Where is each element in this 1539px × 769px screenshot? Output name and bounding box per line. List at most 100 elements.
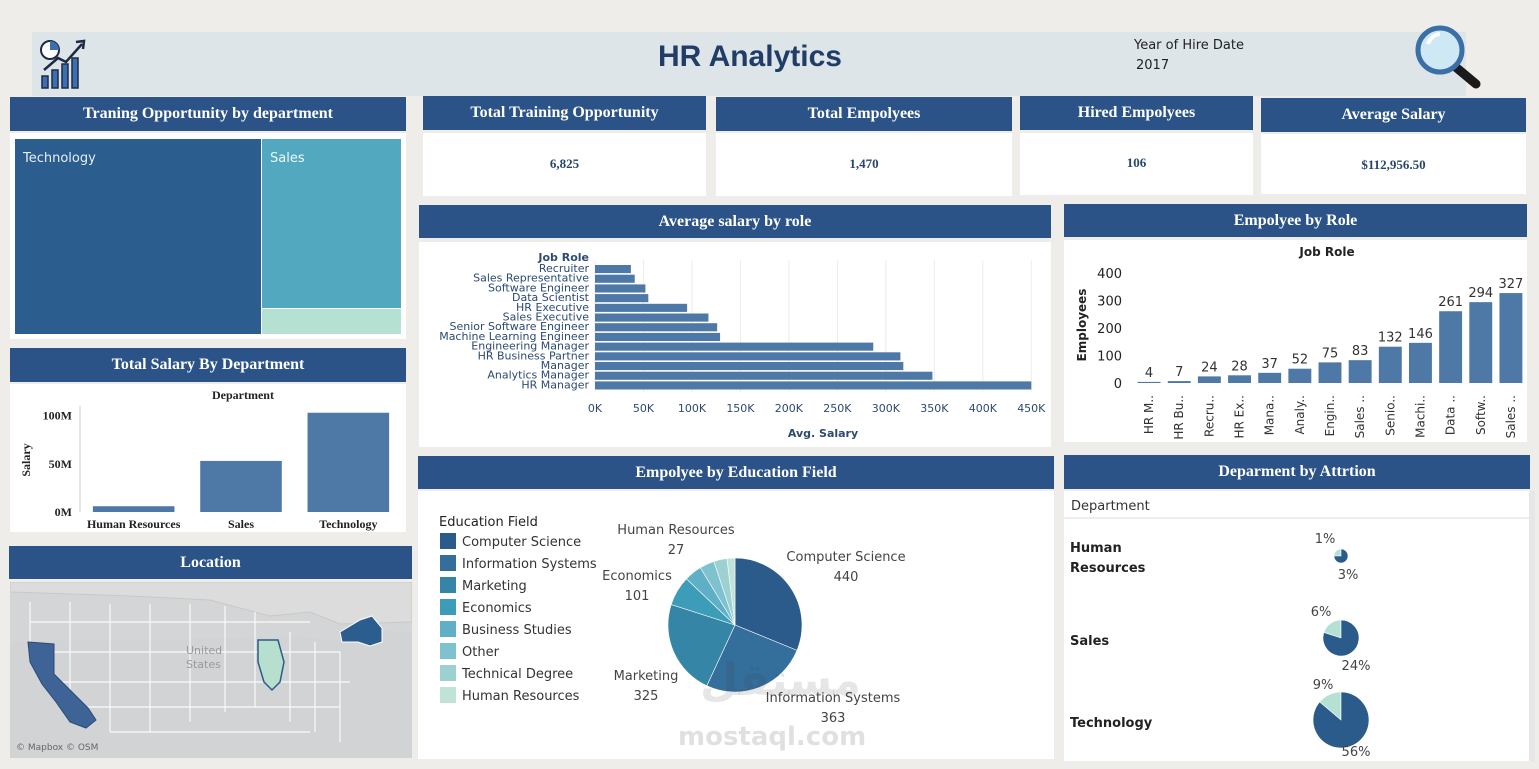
location-map[interactable]: United States © Mapbox © OSM bbox=[10, 582, 412, 758]
attrition-chart: Department Human Resources 1% 3% Sales 6% 24% Te… bbox=[1064, 499, 1530, 760]
bar-software-engineer bbox=[595, 284, 646, 293]
bar-12 bbox=[1499, 293, 1523, 383]
legend-entry: Computer Science bbox=[462, 535, 581, 550]
treemap-tile-human-resources[interactable] bbox=[262, 309, 401, 334]
bar-10 bbox=[1439, 311, 1463, 383]
x-tick-label: Softw.. bbox=[1474, 395, 1488, 435]
x-tick-label: Human Resources bbox=[87, 517, 181, 531]
search-magnifier-icon[interactable] bbox=[1410, 22, 1486, 92]
pie-label-name: Economics bbox=[602, 569, 672, 584]
y-tick-label: Analytics Manager bbox=[487, 369, 589, 382]
bar-6 bbox=[1318, 362, 1342, 383]
x-tick-label: Engin.. bbox=[1323, 395, 1337, 436]
x-tick-label: 450K bbox=[1017, 402, 1046, 415]
kpi-value-training: 6,825 bbox=[549, 156, 580, 171]
attrition-pie-0-slice-0 bbox=[1333, 548, 1342, 557]
bar-4 bbox=[1258, 372, 1282, 383]
map-label-united: United bbox=[186, 644, 222, 657]
bar-11 bbox=[1469, 302, 1493, 383]
legend-entry: Marketing bbox=[462, 579, 527, 594]
bar-2 bbox=[1197, 376, 1221, 383]
legend-entry: Technical Degree bbox=[461, 667, 573, 682]
legend-swatch bbox=[440, 643, 456, 659]
bar-recruiter bbox=[595, 265, 631, 274]
x-tick-label: Mana.. bbox=[1263, 395, 1277, 435]
y-axis-title: Employees bbox=[1075, 289, 1089, 362]
legend-swatch bbox=[440, 599, 456, 615]
attrition-pie-0-slice-1 bbox=[1333, 548, 1349, 564]
pie-label-name: Human Resources bbox=[617, 523, 735, 538]
bar-human-resources bbox=[92, 506, 175, 512]
bar-5 bbox=[1288, 368, 1312, 383]
x-tick-label: 150K bbox=[726, 402, 755, 415]
treemap-tile-technology[interactable]: Technology bbox=[15, 139, 261, 334]
emp-role-chart: Job Role Employees 0 100 200 300 400 4 HR M.. 7 HR… bbox=[1075, 245, 1524, 440]
pie-pct-label: 6% bbox=[1311, 605, 1332, 620]
kpi-title-training: Total Training Opportunity bbox=[423, 96, 706, 130]
attrition-pie-1-slice-1 bbox=[1322, 619, 1360, 657]
bar-manager bbox=[595, 362, 904, 371]
right-edge-strip bbox=[1529, 491, 1535, 761]
bar-7 bbox=[1348, 360, 1372, 383]
kpi-title-salary: Average Salary bbox=[1261, 98, 1526, 132]
legend-swatch bbox=[440, 555, 456, 571]
y-tick-label: HR Executive bbox=[516, 301, 589, 314]
attrition-title: Deparment by Attrtion bbox=[1064, 455, 1530, 489]
bar-hr-manager bbox=[595, 381, 1032, 390]
pie-pct-label: 56% bbox=[1342, 745, 1371, 760]
y-tick-label: 100 bbox=[1097, 350, 1122, 365]
emp-role-title: Empolyee by Role bbox=[1064, 204, 1527, 237]
location-title: Location bbox=[9, 546, 412, 579]
department-label: Technology bbox=[1070, 716, 1153, 731]
x-tick-label: Sales .. bbox=[1353, 395, 1367, 438]
legend-swatch bbox=[440, 577, 456, 593]
treemap-tile-sales[interactable]: Sales bbox=[262, 139, 401, 308]
bar-9 bbox=[1409, 342, 1432, 383]
y-tick-label: 0M bbox=[55, 505, 72, 519]
map-region-california bbox=[27, 641, 97, 729]
x-axis-title: Avg. Salary bbox=[788, 427, 858, 440]
data-label: 4 bbox=[1145, 366, 1153, 381]
x-tick-label: 350K bbox=[920, 402, 949, 415]
y-tick-label: Software Engineer bbox=[488, 281, 589, 294]
edu-pie-slice-1 bbox=[706, 624, 798, 693]
data-label: 37 bbox=[1261, 357, 1278, 372]
y-tick-label: Manager bbox=[541, 359, 590, 372]
y-tick-label: HR Business Partner bbox=[478, 349, 590, 362]
bar-hr-business-partner bbox=[595, 352, 901, 361]
legend-title: Education Field bbox=[439, 515, 538, 530]
bar-hr-executive bbox=[595, 303, 688, 312]
x-tick-label: HR Bu.. bbox=[1172, 395, 1186, 440]
bar-3 bbox=[1228, 375, 1251, 383]
header-banner bbox=[32, 32, 1466, 96]
bar-sales bbox=[200, 460, 282, 512]
kpi-title-hired: Hired Empolyees bbox=[1020, 96, 1253, 130]
pie-label-value: 101 bbox=[625, 589, 650, 604]
year-filter-value[interactable]: 2017 bbox=[1136, 58, 1170, 73]
bar-technology bbox=[307, 412, 390, 512]
x-tick-label: 100K bbox=[678, 402, 707, 415]
x-tick-label: HR M.. bbox=[1142, 395, 1156, 434]
bar-sales-executive bbox=[595, 313, 709, 322]
kpi-value-hired: 106 bbox=[1126, 155, 1147, 170]
x-tick-label: HR Ex.. bbox=[1233, 395, 1247, 439]
year-filter-label: Year of Hire Date bbox=[1134, 38, 1244, 53]
map-region-illinois bbox=[257, 639, 285, 692]
legend-swatch bbox=[440, 665, 456, 681]
edu-pie-slice-7 bbox=[726, 557, 736, 626]
salary-dept-title: Total Salary By Department bbox=[10, 348, 406, 382]
watermark-latin: mostaql.com bbox=[678, 722, 867, 752]
pie-label-name: Information Systems bbox=[766, 691, 901, 706]
watermark-arabic: مستقل bbox=[700, 655, 861, 706]
avg-salary-role-title: Average salary by role bbox=[419, 205, 1051, 238]
legend-swatch bbox=[440, 687, 456, 703]
map-attribution: © Mapbox © OSM bbox=[16, 743, 98, 753]
y-axis-title: Salary bbox=[19, 443, 33, 476]
x-tick-label: 300K bbox=[872, 402, 901, 415]
legend-entry: Business Studies bbox=[462, 623, 572, 638]
data-label: 327 bbox=[1499, 277, 1524, 292]
y-tick-label: Recruiter bbox=[539, 262, 590, 275]
y-tick-label: 0 bbox=[1114, 377, 1122, 392]
kpi-card-employees bbox=[716, 133, 1012, 196]
